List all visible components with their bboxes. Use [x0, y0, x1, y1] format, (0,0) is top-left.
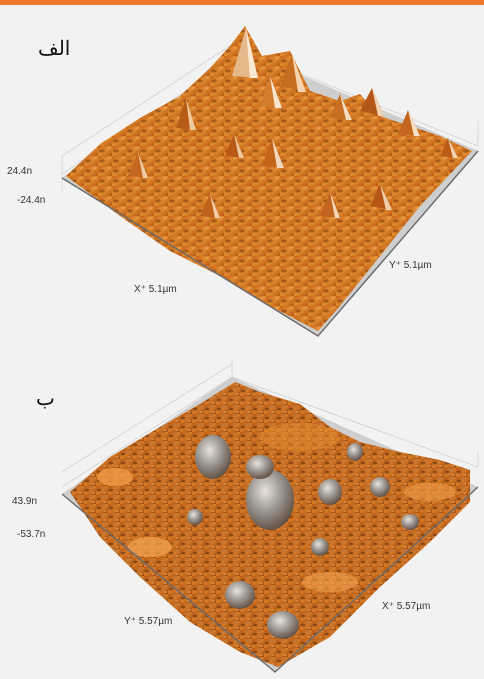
surface-bumps-b — [187, 435, 419, 639]
z-max-label-a: 24.4n — [7, 166, 33, 177]
surface-a — [66, 26, 472, 331]
panel-label-a: الف — [38, 36, 71, 60]
z-min-label-b: -53.7n — [17, 529, 46, 540]
top-accent-bar — [0, 0, 484, 5]
x-axis-label-b: Y⁺ 5.57µm — [124, 616, 173, 627]
base-edges-b — [61, 486, 479, 673]
surface-peaks-a — [128, 28, 458, 218]
surface-highlights-b — [97, 423, 456, 592]
afm-panel-b: ب 43.9n -53.7n Y⁺ 5.57µm X⁺ 5.57µm — [0, 342, 484, 679]
afm-3d-surface-b — [61, 360, 479, 673]
afm-panel-a: الف 24.4n -24.4n X⁺ 5.1µm Y⁺ 5.1µm — [0, 6, 484, 341]
z-max-label-b: 43.9n — [12, 496, 38, 507]
base-edges-a — [61, 150, 479, 337]
afm-3d-surface-a — [61, 26, 479, 337]
y-axis-label-b: X⁺ 5.57µm — [382, 601, 431, 612]
y-axis-label-a: Y⁺ 5.1µm — [389, 260, 432, 271]
x-axis-label-a: X⁺ 5.1µm — [134, 284, 177, 295]
panel-label-b: ب — [36, 386, 55, 410]
z-min-label-a: -24.4n — [17, 195, 46, 206]
